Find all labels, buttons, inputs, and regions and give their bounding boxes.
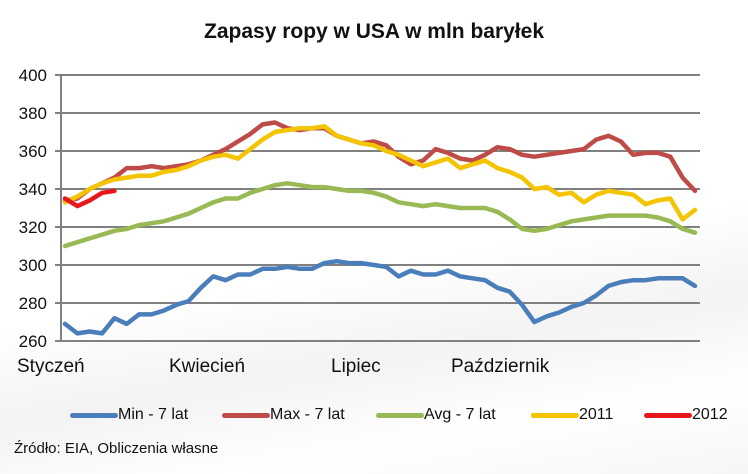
x-axis-labels: Styczeń Kwiecień Lipiec Październik [0, 356, 748, 380]
y-axis: 260 280 300 320 340 360 380 400 [19, 66, 62, 351]
y-tick-label: 300 [19, 256, 47, 275]
y-tick-label: 340 [19, 180, 47, 199]
legend-item-2011: 2011 [531, 406, 613, 424]
series-line-max-7-lat [62, 120, 698, 203]
data-series [62, 120, 698, 336]
x-label-january: Styczeń [17, 356, 85, 377]
legend-swatch-avg [376, 412, 424, 418]
legend-swatch-min [70, 412, 118, 418]
legend-swatch-max [222, 412, 270, 418]
series-line-2012 [62, 188, 117, 209]
plot-area: 260 280 300 320 340 360 380 400 [19, 66, 700, 351]
series-line-avg-7-lat [62, 181, 698, 249]
legend-label-2012: 2012 [692, 406, 728, 423]
y-tick-label: 280 [19, 294, 47, 313]
gridlines [55, 74, 700, 342]
legend-label-avg: Avg - 7 lat [424, 406, 496, 423]
x-label-april: Kwiecień [169, 356, 246, 377]
legend-item-2012: 2012 [644, 406, 728, 424]
y-tick-label: 360 [19, 142, 47, 161]
legend-label-2011: 2011 [579, 406, 614, 423]
y-tick-label: 380 [19, 104, 47, 123]
source-note: Źródło: EIA, Obliczenia własne [14, 440, 219, 457]
legend-label-min: Min - 7 lat [118, 406, 189, 423]
legend-swatch-2011 [531, 412, 579, 418]
y-tick-label: 320 [19, 218, 47, 237]
y-tick-label: 260 [19, 332, 47, 351]
legend-item-min: Min - 7 lat [70, 406, 188, 424]
legend-label-max: Max - 7 lat [270, 406, 345, 423]
x-label-october: Październik [451, 356, 550, 377]
chart-title: Zapasy ropy w USA w mln baryłek [204, 20, 544, 43]
y-tick-label: 400 [19, 66, 47, 85]
legend: Min - 7 lat Max - 7 lat Avg - 7 lat 2011… [0, 406, 748, 428]
legend-swatch-2012 [644, 412, 692, 418]
legend-item-avg: Avg - 7 lat [376, 406, 496, 424]
series-line-2011 [62, 124, 698, 222]
x-label-july: Lipiec [331, 356, 381, 377]
series-line-min-7-lat [62, 258, 698, 336]
legend-item-max: Max - 7 lat [222, 406, 345, 424]
